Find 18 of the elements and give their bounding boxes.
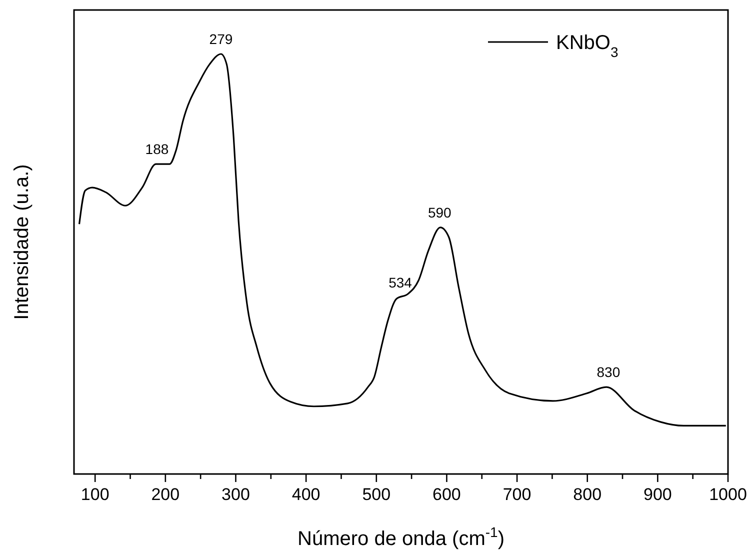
legend-label: KNbO$_{3}$ xyxy=(556,32,618,60)
x-tick-label: 900 xyxy=(643,485,672,504)
x-tick-label: 200 xyxy=(151,485,180,504)
x-axis-title: Número de onda (cm$^{-1}$) xyxy=(298,524,504,550)
annotation: 830 xyxy=(596,364,620,380)
y-axis-title: Intensidade (u.a.) xyxy=(11,164,33,320)
annotation: 279 xyxy=(209,31,233,47)
x-tick-label: 100 xyxy=(80,485,110,504)
x-tick-label: 300 xyxy=(222,485,250,504)
x-tick-label: 1000 xyxy=(709,485,747,504)
x-tick-label: 700 xyxy=(502,485,532,504)
x-tick-label: 400 xyxy=(292,485,320,504)
x-tick-label: 600 xyxy=(432,485,461,504)
x-tick-label: 500 xyxy=(362,485,391,504)
annotation: 590 xyxy=(428,204,452,220)
annotation: 534 xyxy=(388,274,412,291)
annotation: 188 xyxy=(145,141,169,158)
x-tick-label: 800 xyxy=(573,485,602,504)
